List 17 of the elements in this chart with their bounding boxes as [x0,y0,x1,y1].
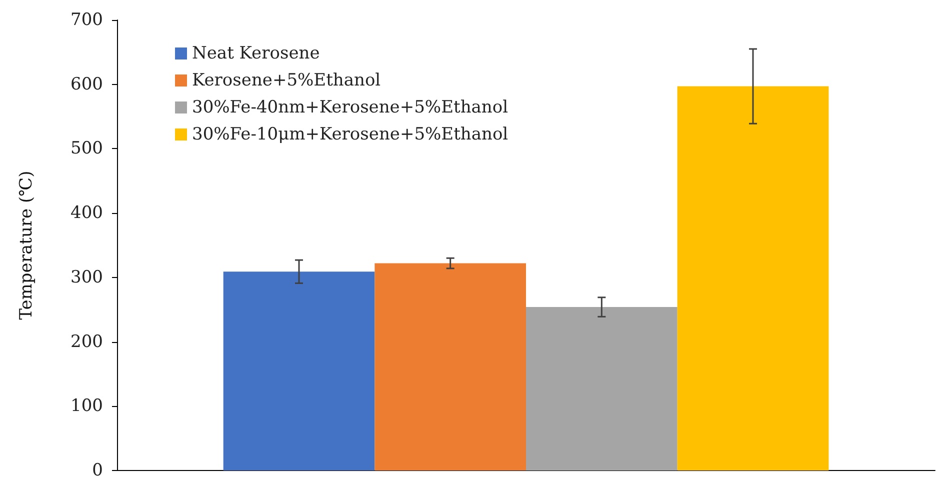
legend-label: Kerosene+5%Ethanol [192,70,381,90]
y-axis-title: Temperature (℃) [16,170,36,320]
bar [374,263,526,470]
legend-label: Neat Kerosene [192,44,320,64]
bar [223,272,375,470]
y-tick-label: 0 [92,460,103,479]
y-tick-label: 100 [70,396,103,416]
y-tick-label: 700 [70,10,103,30]
legend-label: 30%Fe-40nm+Kerosene+5%Ethanol [192,98,508,118]
legend-label: 30%Fe-10μm+Kerosene+5%Ethanol [192,124,508,144]
bar [526,307,678,470]
y-tick-label: 300 [70,267,103,288]
y-tick-label: 400 [70,203,103,224]
y-tick-label: 500 [70,138,103,159]
bar [677,86,829,470]
y-tick-label: 200 [70,332,103,352]
y-tick-label: 600 [70,74,103,94]
